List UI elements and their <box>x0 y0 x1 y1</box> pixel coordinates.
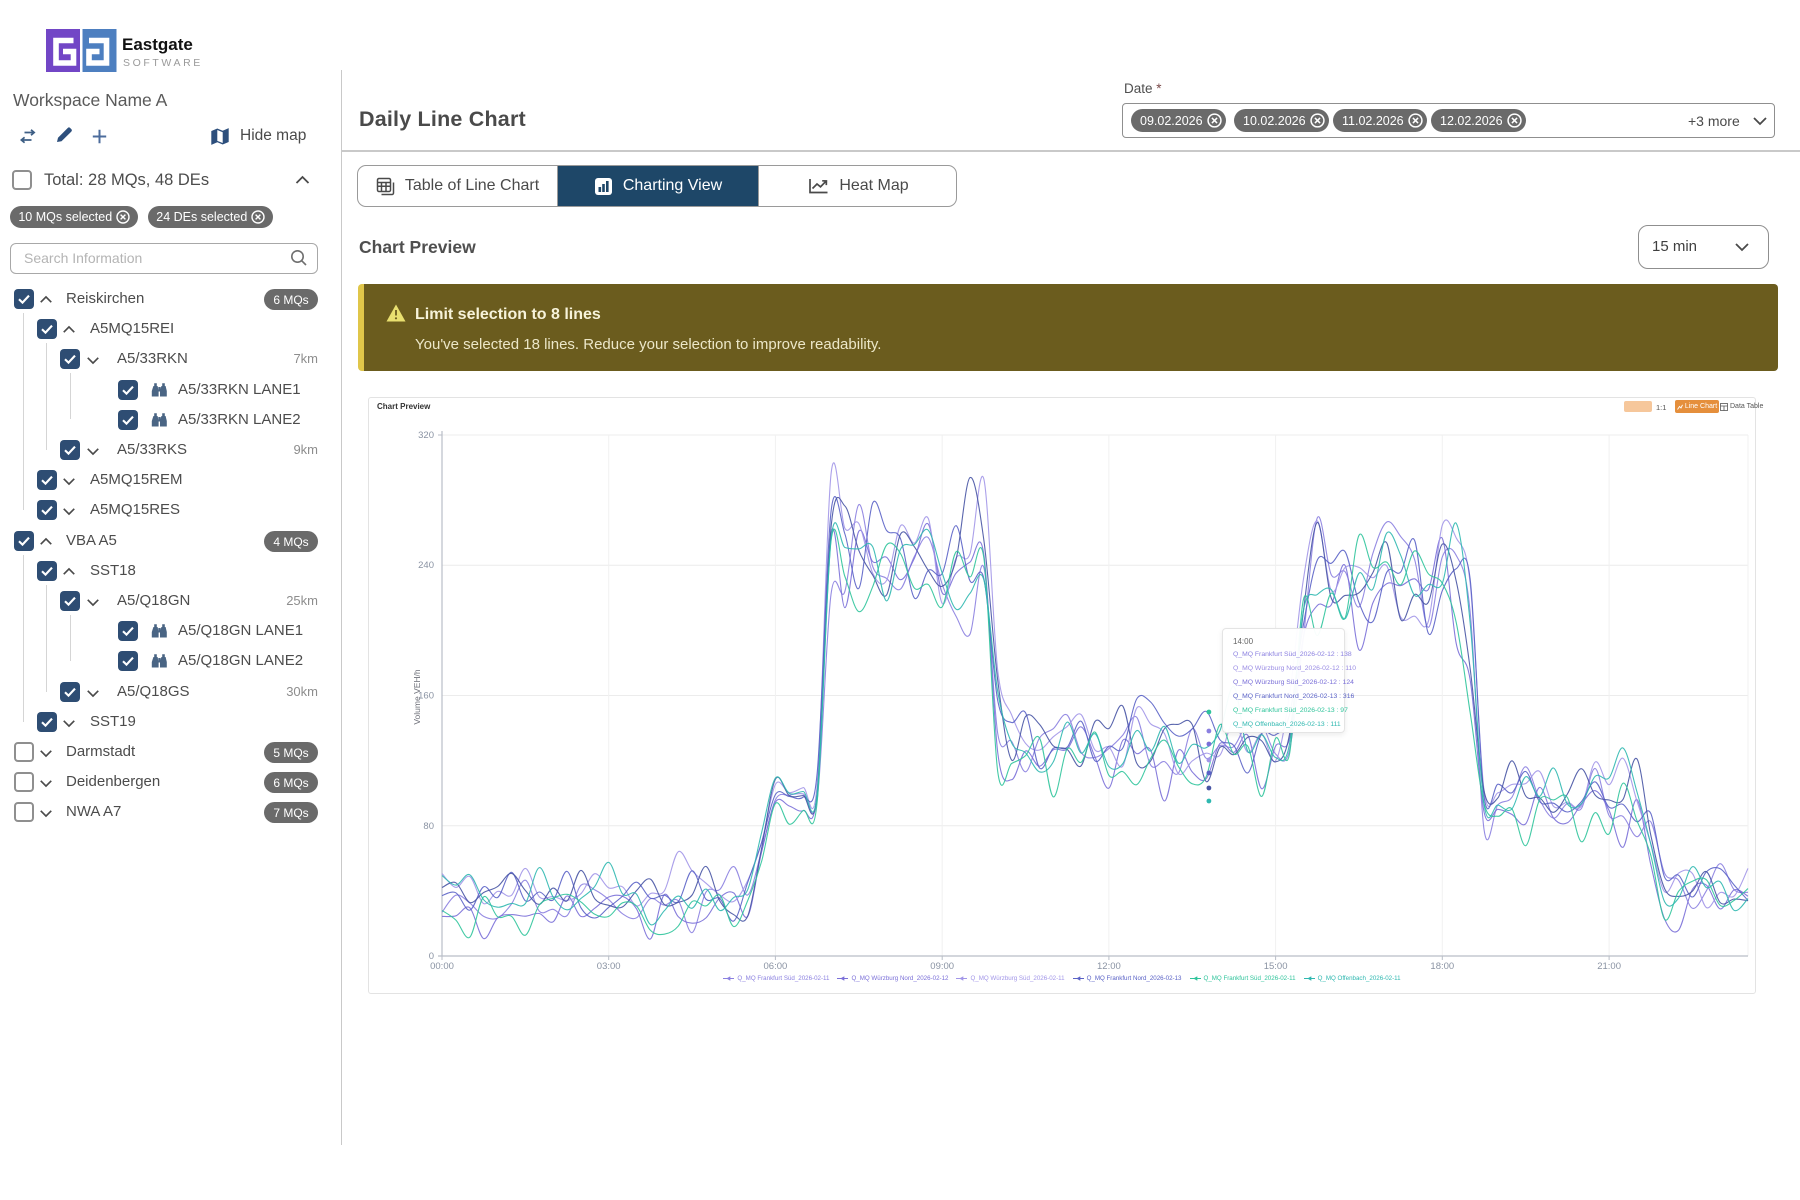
svg-text:15:00: 15:00 <box>1264 961 1288 972</box>
svg-text:03:00: 03:00 <box>597 961 621 972</box>
svg-text:240: 240 <box>418 560 434 571</box>
svg-text:80: 80 <box>423 821 434 832</box>
svg-text:0: 0 <box>429 951 434 962</box>
svg-text:21:00: 21:00 <box>1597 961 1621 972</box>
svg-text:Volume VEH/h: Volume VEH/h <box>412 669 422 725</box>
svg-text:09:00: 09:00 <box>930 961 954 972</box>
svg-text:18:00: 18:00 <box>1430 961 1454 972</box>
svg-text:320: 320 <box>418 430 434 441</box>
svg-text:12:00: 12:00 <box>1097 961 1121 972</box>
svg-text:00:00: 00:00 <box>430 961 454 972</box>
svg-text:06:00: 06:00 <box>764 961 788 972</box>
svg-text:160: 160 <box>418 691 434 702</box>
